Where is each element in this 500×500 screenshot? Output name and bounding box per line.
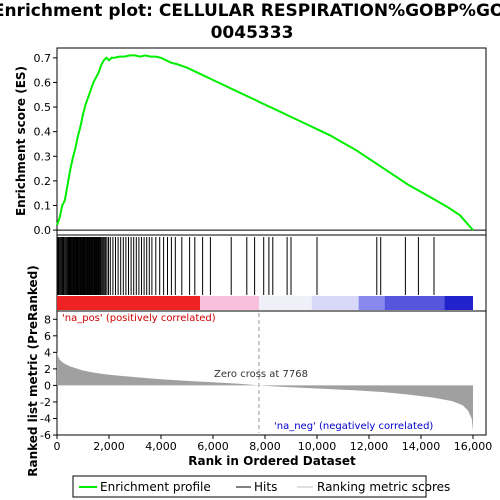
heatmap-segment xyxy=(57,296,200,310)
legend-metric-label: Ranking metric scores xyxy=(317,480,450,494)
es-y-axis-label: Enrichment score (ES) xyxy=(14,66,28,216)
x-tick-label: 2,000 xyxy=(93,440,125,453)
x-tick-label: 8,000 xyxy=(249,440,281,453)
zero-cross-label: Zero cross at 7768 xyxy=(214,369,308,380)
metric-y-tick-label: 8 xyxy=(44,313,51,326)
metric-y-tick-label: -4 xyxy=(40,412,51,425)
neg-label: 'na_neg' (negatively correlated) xyxy=(274,421,433,432)
x-tick-label: 10,000 xyxy=(298,440,337,453)
es-y-tick-label: 0.7 xyxy=(34,52,52,65)
x-ticks: 0 2,000 4,000 6,000 8,000 10,000 12,000 14,000 1… xyxy=(54,435,493,453)
metric-y-tick-label: 6 xyxy=(44,330,51,343)
heatmap-segment xyxy=(444,296,473,310)
es-y-tick-label: 0.1 xyxy=(34,199,52,212)
enrichment-profile-line xyxy=(56,54,474,231)
es-panel-frame xyxy=(56,47,487,236)
x-tick-label: 14,000 xyxy=(402,440,441,453)
metric-y-tick-label: 0 xyxy=(44,379,51,392)
heatmap-segment xyxy=(200,296,259,310)
es-y-tick-label: 0.4 xyxy=(34,126,52,139)
chart-title-line2: 0045333 xyxy=(211,23,294,43)
metric-y-tick-label: -6 xyxy=(40,429,51,442)
metric-y-tick-label: -2 xyxy=(40,396,51,409)
ranking-heatmap-bar xyxy=(57,296,473,310)
pos-label: 'na_pos' (positively correlated) xyxy=(62,313,216,324)
es-y-tick-label: 0.2 xyxy=(34,175,52,188)
metric-y-tick-label: 4 xyxy=(44,346,51,359)
heatmap-segment xyxy=(258,296,312,310)
legend-enrichment-label: Enrichment profile xyxy=(100,480,211,494)
metric-y-tick-label: 2 xyxy=(44,363,51,376)
heatmap-segment xyxy=(358,296,385,310)
x-tick-label: 12,000 xyxy=(350,440,389,453)
es-y-tick-label: 0.6 xyxy=(34,76,52,89)
heatmap-segment xyxy=(311,296,359,310)
es-y-tick-label: 0.3 xyxy=(34,150,52,163)
es-y-tick-label: 0.5 xyxy=(34,101,52,114)
chart-title-line1: Enrichment plot: CELLULAR RESPIRATION%GO… xyxy=(0,1,500,21)
x-tick-label: 4,000 xyxy=(145,440,177,453)
legend-hits-label: Hits xyxy=(254,480,277,494)
ranking-metric-area xyxy=(57,350,473,431)
metric-y-ticks: -6 -4 -2 0 2 4 6 8 xyxy=(40,313,57,442)
x-axis-label: Rank in Ordered Dataset xyxy=(188,454,356,468)
x-tick-label: 0 xyxy=(54,440,61,453)
x-tick-label: 6,000 xyxy=(197,440,229,453)
heatmap-segment xyxy=(384,296,445,310)
hits-barcode xyxy=(57,237,435,295)
metric-y-axis-label: Ranked list metric (PreRanked) xyxy=(26,265,40,477)
x-tick-label: 16,000 xyxy=(454,440,493,453)
es-y-ticks: 0.0 0.1 0.2 0.3 0.4 0.5 0.6 0.7 xyxy=(34,52,57,237)
es-y-tick-label: 0.0 xyxy=(34,224,52,237)
